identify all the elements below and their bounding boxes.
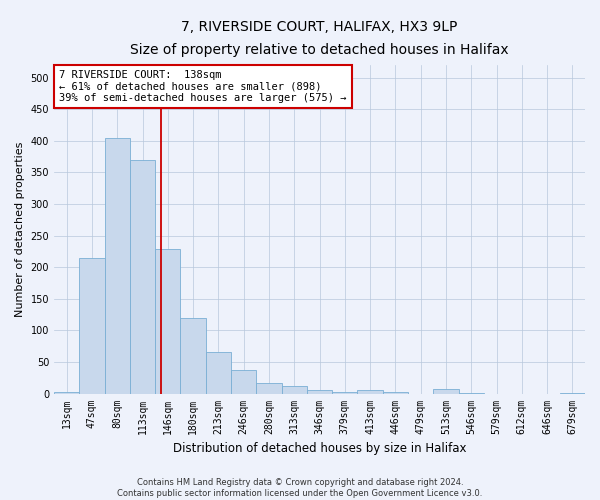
Y-axis label: Number of detached properties: Number of detached properties: [15, 142, 25, 317]
Bar: [181, 318, 206, 394]
Title: 7, RIVERSIDE COURT, HALIFAX, HX3 9LP
Size of property relative to detached house: 7, RIVERSIDE COURT, HALIFAX, HX3 9LP Siz…: [130, 20, 509, 57]
Bar: [560, 393, 585, 394]
Bar: [130, 160, 155, 394]
Bar: [79, 258, 104, 394]
Bar: [104, 138, 130, 394]
Bar: [433, 389, 458, 394]
Bar: [332, 392, 358, 394]
Bar: [281, 386, 307, 394]
Bar: [155, 250, 181, 394]
Bar: [231, 370, 256, 394]
Text: 7 RIVERSIDE COURT:  138sqm
← 61% of detached houses are smaller (898)
39% of sem: 7 RIVERSIDE COURT: 138sqm ← 61% of detac…: [59, 70, 347, 103]
Bar: [206, 352, 231, 394]
Bar: [358, 390, 383, 394]
Text: Contains HM Land Registry data © Crown copyright and database right 2024.
Contai: Contains HM Land Registry data © Crown c…: [118, 478, 482, 498]
Bar: [307, 390, 332, 394]
X-axis label: Distribution of detached houses by size in Halifax: Distribution of detached houses by size …: [173, 442, 466, 455]
Bar: [458, 393, 484, 394]
Bar: [256, 383, 281, 394]
Bar: [383, 392, 408, 394]
Bar: [54, 392, 79, 394]
